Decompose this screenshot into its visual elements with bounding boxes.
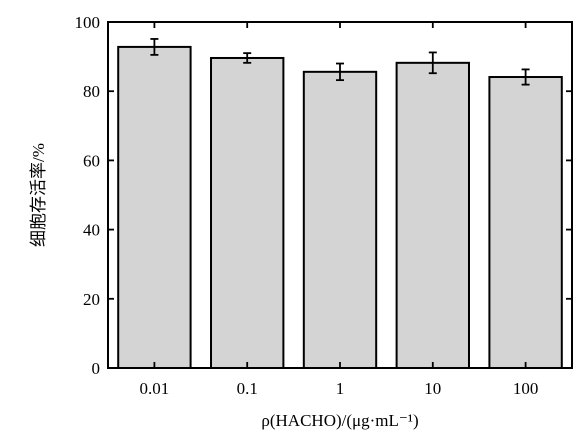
bars-group <box>117 45 563 370</box>
y-tick-label-100: 100 <box>75 13 101 32</box>
bar-1 <box>302 70 378 369</box>
x-tick-label-100: 100 <box>513 379 539 398</box>
x-tick-label-10: 10 <box>424 379 441 398</box>
bar-0.1 <box>210 56 285 369</box>
error-bar-100 <box>521 68 530 86</box>
x-tick-label-1: 1 <box>336 379 345 398</box>
x-axis-label: ρ(HACHO)/(μg·mL⁻¹) <box>261 411 418 430</box>
x-tick-label-0.1: 0.1 <box>237 379 258 398</box>
y-tick-label-60: 60 <box>83 151 100 170</box>
error-bar-0.1 <box>243 52 252 64</box>
y-tick-label-80: 80 <box>83 82 100 101</box>
error-bars-group <box>150 38 530 86</box>
error-bar-1 <box>336 62 344 82</box>
x-tick-label-0.01: 0.01 <box>140 379 170 398</box>
bar-10 <box>395 61 470 369</box>
error-bar-0.01 <box>150 38 159 56</box>
ticks-group: 0 20 40 60 80 100 0.01 0.1 1 10 100 <box>75 13 572 398</box>
error-bar-10 <box>428 51 437 75</box>
bar-100 <box>488 76 563 369</box>
y-tick-label-0: 0 <box>92 359 101 378</box>
y-tick-label-20: 20 <box>83 290 100 309</box>
bar-0.01 <box>117 45 192 370</box>
y-axis-label: 细胞存活率/% <box>29 143 48 247</box>
y-tick-label-40: 40 <box>83 221 100 240</box>
